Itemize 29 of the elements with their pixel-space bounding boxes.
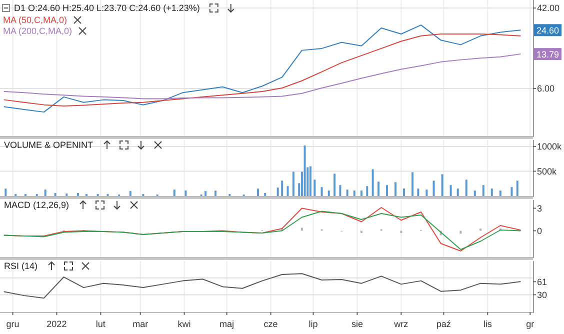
y-tick-label: 6.00 xyxy=(537,84,555,94)
x-tick-label: lis xyxy=(483,319,492,329)
x-tick-label: lut xyxy=(96,319,106,329)
x-tick-label: maj xyxy=(220,319,234,329)
text: MA (200,C,MA,0) xyxy=(3,26,72,36)
y-tick-label: 30 xyxy=(537,290,548,300)
x-tick-label: lip xyxy=(308,319,318,329)
y-tick-label: 500k xyxy=(537,166,558,176)
text: MA (50,C,MA,0) xyxy=(3,15,68,25)
y-tick-label: 61 xyxy=(537,276,548,287)
x-tick-label: mar xyxy=(132,319,148,329)
data-label: 24.60 xyxy=(536,25,560,36)
chart-title: RSI (14) xyxy=(4,261,38,271)
x-tick-label: wrz xyxy=(393,319,409,329)
chart-title: VOLUME & OPENINT xyxy=(4,140,94,150)
y-tick-label: 0 xyxy=(537,226,542,236)
x-tick-label: kwi xyxy=(178,319,191,329)
y-tick-label: 42.00 xyxy=(537,3,560,14)
x-tick-label: paź xyxy=(436,319,452,329)
y-tick-label: 1000k xyxy=(537,142,562,152)
chart-title: D1 O:24.60 H:25.40 L:23.70 C:24.60 (+1.23%) xyxy=(14,3,200,13)
y-tick-label: 3 xyxy=(537,203,542,214)
x-tick-label: 2022 xyxy=(46,319,67,329)
x-tick-label: gr xyxy=(526,319,534,329)
x-tick-label: gru xyxy=(6,319,20,329)
chart-title: MACD (12,26,9) xyxy=(4,200,70,210)
x-tick-label: sie xyxy=(351,319,363,329)
data-label: 13.79 xyxy=(536,49,560,60)
x-tick-label: cze xyxy=(264,319,278,329)
